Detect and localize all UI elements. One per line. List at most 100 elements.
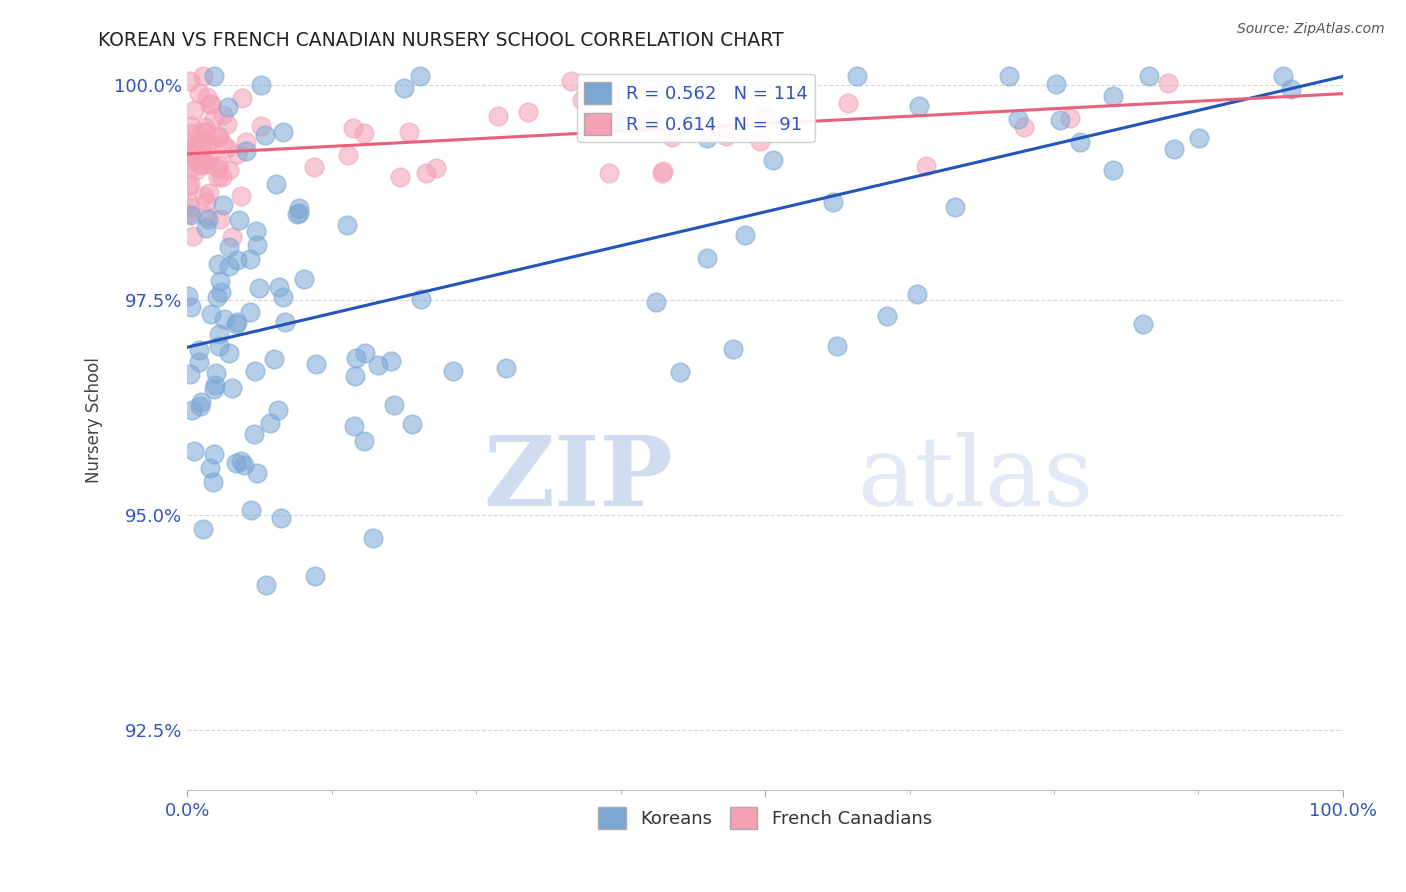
Point bbox=[187, 87, 209, 101]
Point bbox=[661, 130, 683, 145]
Point bbox=[267, 402, 290, 417]
Point bbox=[441, 364, 464, 378]
Point bbox=[696, 131, 718, 145]
Point bbox=[209, 285, 232, 300]
Point bbox=[302, 160, 325, 174]
Point bbox=[1049, 112, 1071, 127]
Point bbox=[212, 136, 235, 151]
Point bbox=[226, 315, 249, 329]
Point bbox=[208, 158, 231, 172]
Point bbox=[274, 315, 297, 329]
Point bbox=[194, 120, 217, 135]
Point bbox=[218, 346, 240, 360]
Point bbox=[207, 161, 229, 176]
Point bbox=[409, 293, 432, 307]
Point bbox=[194, 157, 217, 171]
Point bbox=[876, 310, 898, 324]
Point bbox=[205, 366, 228, 380]
Point bbox=[239, 252, 262, 266]
Point bbox=[177, 289, 200, 303]
Point bbox=[343, 418, 366, 433]
Point bbox=[1007, 112, 1029, 127]
Text: KOREAN VS FRENCH CANADIAN NURSERY SCHOOL CORRELATION CHART: KOREAN VS FRENCH CANADIAN NURSERY SCHOOL… bbox=[98, 31, 785, 50]
Point bbox=[221, 229, 243, 244]
Point bbox=[249, 78, 271, 93]
Point bbox=[180, 208, 202, 222]
Point bbox=[389, 169, 412, 184]
Legend: Koreans, French Canadians: Koreans, French Canadians bbox=[592, 800, 939, 837]
Point bbox=[1045, 77, 1067, 91]
Point bbox=[198, 461, 221, 475]
Point bbox=[229, 188, 252, 202]
Point bbox=[233, 458, 256, 473]
Point bbox=[246, 466, 269, 480]
Point bbox=[179, 74, 201, 88]
Point bbox=[425, 161, 447, 176]
Point bbox=[734, 228, 756, 243]
Point bbox=[598, 165, 620, 179]
Point bbox=[215, 141, 238, 155]
Point bbox=[908, 99, 931, 113]
Point bbox=[191, 132, 214, 146]
Point bbox=[762, 153, 785, 167]
Point bbox=[384, 398, 406, 412]
Point bbox=[409, 70, 432, 84]
Point bbox=[197, 186, 219, 201]
Point bbox=[201, 475, 224, 489]
Point bbox=[221, 381, 243, 395]
Point bbox=[225, 456, 247, 470]
Point bbox=[235, 135, 257, 149]
Point bbox=[571, 93, 593, 107]
Point bbox=[304, 569, 326, 583]
Point bbox=[180, 140, 202, 154]
Point bbox=[202, 70, 225, 84]
Point bbox=[186, 151, 208, 165]
Point bbox=[204, 378, 226, 392]
Point bbox=[749, 134, 772, 148]
Point bbox=[401, 417, 423, 431]
Point bbox=[191, 70, 214, 84]
Point bbox=[208, 128, 231, 143]
Point bbox=[194, 221, 217, 235]
Text: Source: ZipAtlas.com: Source: ZipAtlas.com bbox=[1237, 22, 1385, 37]
Point bbox=[344, 351, 367, 366]
Point bbox=[239, 305, 262, 319]
Point bbox=[239, 503, 262, 517]
Point bbox=[243, 364, 266, 378]
Point bbox=[344, 369, 367, 384]
Point bbox=[288, 201, 311, 215]
Point bbox=[259, 416, 281, 430]
Point bbox=[398, 125, 420, 139]
Point bbox=[204, 447, 226, 461]
Point bbox=[186, 163, 208, 178]
Point bbox=[186, 153, 208, 167]
Point bbox=[245, 224, 267, 238]
Point bbox=[367, 359, 389, 373]
Point bbox=[208, 338, 231, 352]
Point bbox=[207, 170, 229, 185]
Point bbox=[202, 382, 225, 396]
Point bbox=[179, 200, 201, 214]
Point bbox=[197, 136, 219, 151]
Point bbox=[231, 454, 253, 468]
Point bbox=[218, 240, 240, 254]
Point bbox=[1059, 111, 1081, 125]
Point bbox=[254, 128, 277, 142]
Point bbox=[337, 148, 360, 162]
Point bbox=[177, 145, 200, 160]
Point bbox=[254, 578, 277, 592]
Point bbox=[915, 159, 938, 173]
Point bbox=[905, 287, 928, 301]
Point bbox=[1187, 131, 1209, 145]
Point bbox=[193, 157, 215, 171]
Point bbox=[179, 177, 201, 191]
Point bbox=[212, 198, 235, 212]
Point bbox=[180, 403, 202, 417]
Point bbox=[177, 179, 200, 194]
Point bbox=[1132, 317, 1154, 331]
Point bbox=[194, 209, 217, 223]
Point bbox=[235, 144, 257, 158]
Point bbox=[212, 312, 235, 326]
Point bbox=[392, 80, 415, 95]
Y-axis label: Nursery School: Nursery School bbox=[86, 358, 103, 483]
